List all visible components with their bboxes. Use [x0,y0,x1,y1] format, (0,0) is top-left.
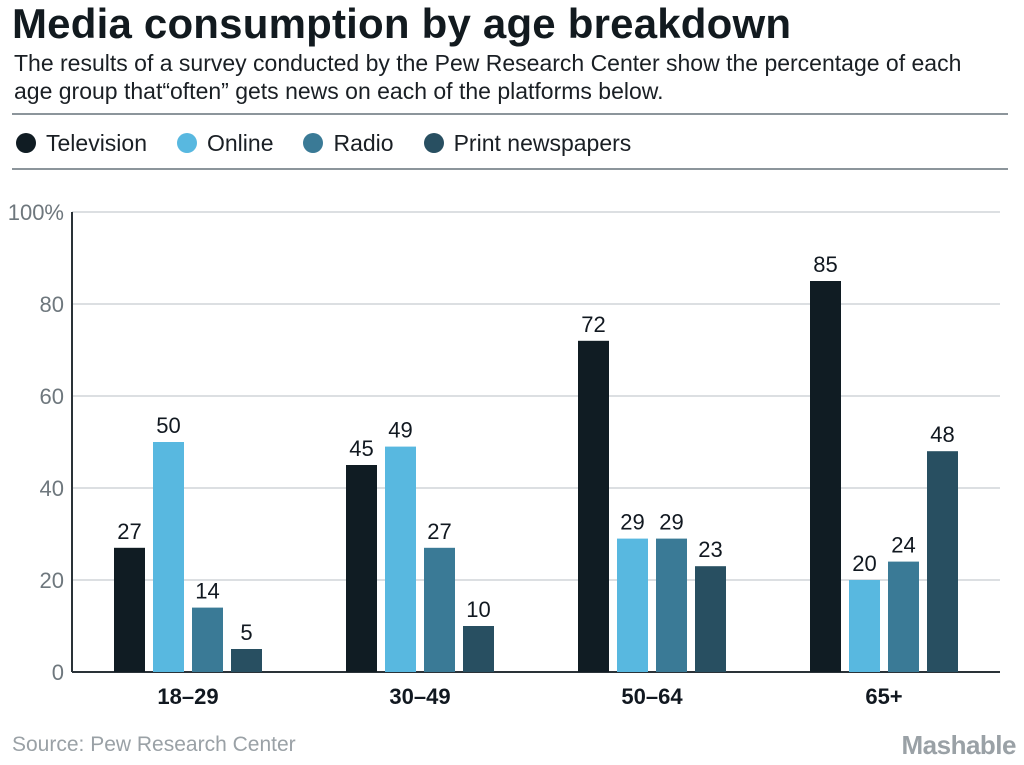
bar-television-30-49 [346,465,377,672]
legend-item-online: Online [177,130,273,157]
bar-print-newspapers-30-49 [463,626,494,672]
brand-logo: Mashable [901,730,1017,760]
chart-subtitle: The results of a survey conducted by the… [14,50,962,104]
data-label: 24 [891,533,915,558]
data-label: 10 [466,597,490,622]
data-label: 23 [698,537,722,562]
bar-radio-18-29 [192,607,223,672]
x-tick-label: 30–49 [389,684,450,709]
y-tick-label: 20 [40,568,64,593]
data-label: 85 [813,252,837,277]
bar-online-50-64 [617,538,648,672]
source-note: Source: Pew Research Center [12,733,296,756]
data-label: 29 [659,510,683,535]
legend-label-print-newspapers: Print newspapers [453,129,632,156]
y-tick-label: 100% [8,200,64,225]
legend-item-radio: Radio [303,129,394,157]
y-tick-label: 60 [40,384,64,409]
data-label: 50 [156,413,180,438]
data-label: 72 [581,312,605,337]
legend-label-radio: Radio [333,129,394,156]
data-label: 29 [620,510,644,535]
y-tick-label: 0 [52,660,64,685]
data-label: 48 [930,422,954,447]
legend-item-print-newspapers: Print newspapers [423,129,632,157]
bar-radio-30-49 [424,547,455,672]
bar-chart: 0 20 40 60 80 100% 27 50 14 5 18–29 45 49 27 10 30–49 72… [8,200,1000,709]
data-label: 5 [240,620,252,645]
legend-swatch-radio [303,133,324,153]
legend-swatch-print-newspapers [423,133,444,153]
bar-online-18-29 [153,442,184,672]
data-label: 27 [427,519,451,544]
legend-swatch-online [177,133,197,153]
y-tick-label: 40 [40,476,64,501]
data-label: 14 [195,579,219,604]
x-tick-label: 18–29 [157,684,218,709]
legend-bottom-divider [12,168,1008,170]
x-tick-label: 50–64 [621,684,683,709]
legend: Television Online Radio Print newspapers [16,126,661,160]
bar-television-50-64 [578,340,609,672]
bar-radio-65 [888,561,919,672]
data-label: 20 [852,551,876,576]
data-label: 27 [117,519,141,544]
legend-top-divider [12,113,1008,115]
bar-print-newspapers-65 [927,451,958,672]
bar-print-newspapers-18-29 [231,649,262,672]
bar-online-30-49 [385,446,416,672]
legend-swatch-television [16,133,36,153]
legend-label-television: Television [46,129,147,156]
bar-television-65 [810,281,841,672]
bar-television-18-29 [114,547,145,672]
x-tick-label: 65+ [865,684,902,709]
bar-radio-50-64 [656,538,687,672]
y-tick-label: 80 [40,292,64,317]
legend-label-online: Online [207,129,274,156]
bar-print-newspapers-50-64 [695,566,726,672]
data-label: 45 [349,436,373,461]
chart-title: Media consumption by age breakdown [12,0,792,47]
legend-item-television: Television [16,130,147,157]
bar-online-65 [849,580,880,672]
data-label: 49 [388,418,412,443]
